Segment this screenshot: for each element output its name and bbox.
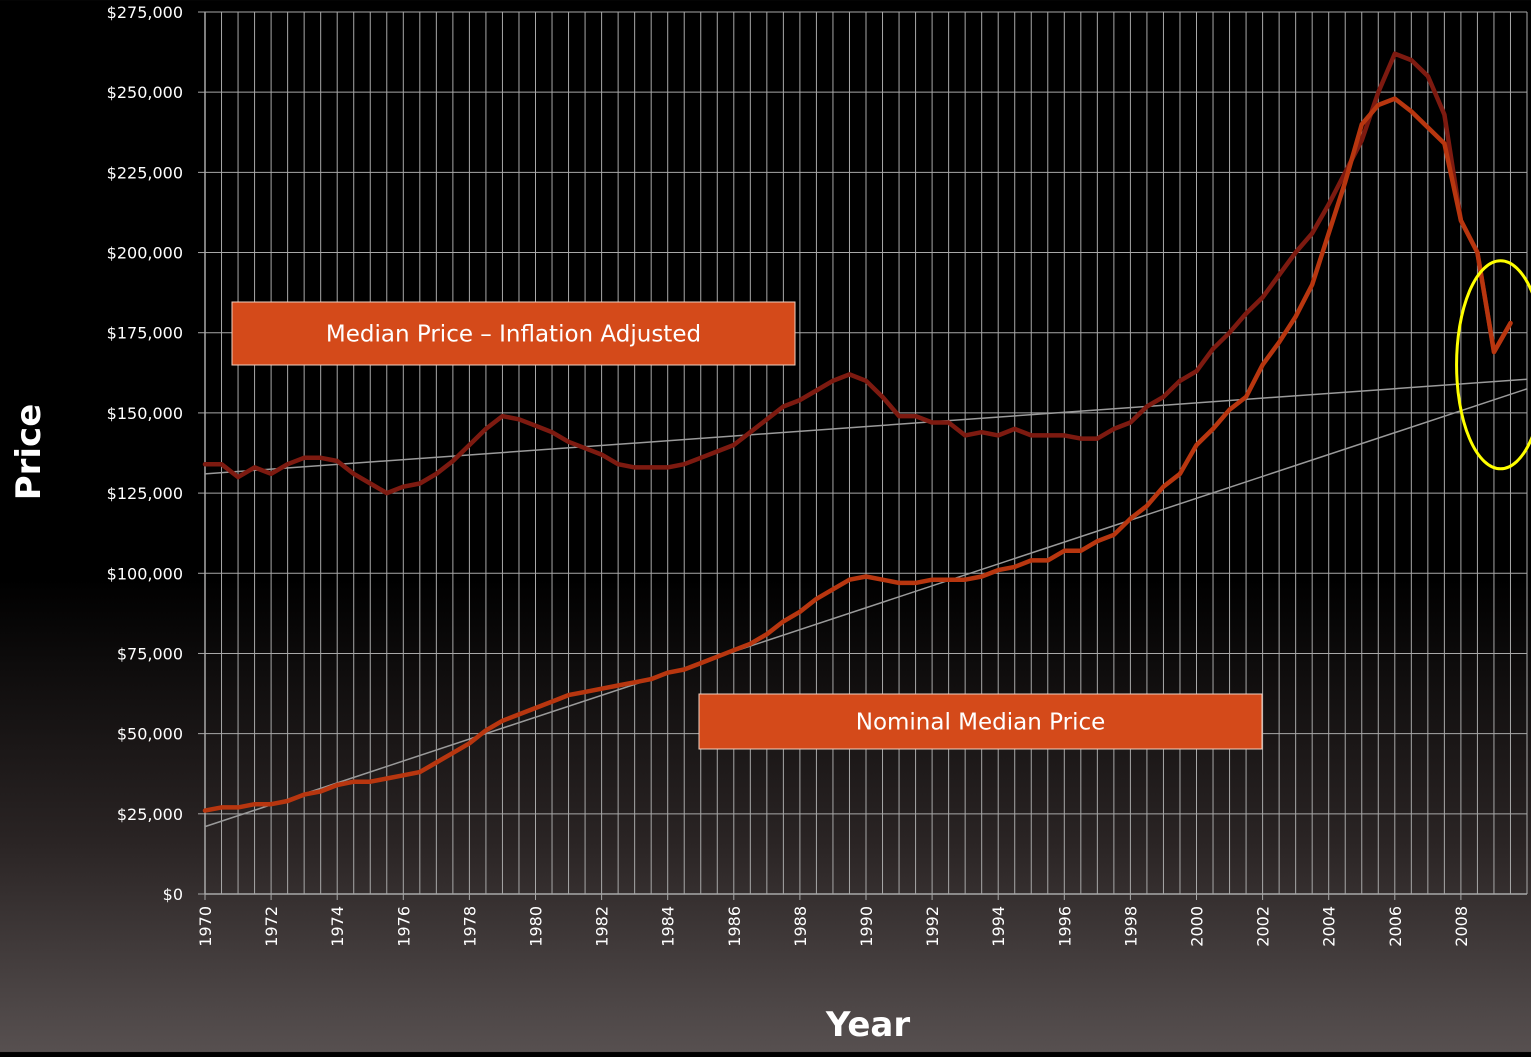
- annotations: Median Price – Inflation Adjusted Nominal…: [231, 301, 1263, 750]
- x-tick-label: 1978: [460, 906, 479, 947]
- x-tick-label: 1970: [196, 906, 215, 947]
- y-tick-label: $75,000: [117, 644, 183, 663]
- y-tick-label: $100,000: [107, 564, 183, 583]
- x-tick-label: 1992: [923, 906, 942, 947]
- trendline: [204, 388, 1528, 828]
- annotation-box: [698, 693, 1263, 750]
- x-tick-label: 1986: [725, 906, 744, 947]
- y-tick-label: $50,000: [117, 725, 183, 744]
- x-tick-label: 1988: [791, 906, 810, 947]
- highlight-circle: [1455, 259, 1531, 471]
- y-tick-label: $25,000: [117, 805, 183, 824]
- trendline: [204, 378, 1528, 475]
- data-series: [202, 51, 1513, 813]
- y-axis-title: Price: [9, 404, 49, 501]
- annotation-label: Nominal Median Price: [856, 710, 1106, 736]
- x-tick-label: 1976: [394, 906, 413, 947]
- x-tick-label: 2000: [1188, 906, 1207, 947]
- y-tick-label: $0: [163, 885, 183, 904]
- x-tick-label: 1996: [1055, 906, 1074, 947]
- y-tick-label: $250,000: [107, 83, 183, 102]
- x-tick-label: 1994: [989, 906, 1008, 947]
- y-tick-label: $275,000: [107, 3, 183, 22]
- annotation-label: Median Price – Inflation Adjusted: [326, 322, 701, 348]
- x-tick-labels: 1970 1972 1974 1976 1978 1980 1982 1984 1986 1988…: [196, 906, 1471, 947]
- trendlines: [204, 378, 1528, 828]
- x-tick-label: 1972: [262, 906, 281, 947]
- annotation-box: [231, 301, 796, 366]
- x-tick-label: 2002: [1254, 906, 1273, 947]
- axes: [198, 11, 1527, 900]
- x-tick-label: 1984: [659, 906, 678, 947]
- y-tick-label: $175,000: [107, 324, 183, 343]
- y-tick-label: $200,000: [107, 244, 183, 263]
- x-tick-label: 2004: [1320, 906, 1339, 947]
- x-tick-label: 1990: [857, 906, 876, 947]
- x-tick-label: 2006: [1386, 906, 1405, 947]
- x-tick-label: 1982: [593, 906, 612, 947]
- y-tick-label: $125,000: [107, 484, 183, 503]
- series-line: [202, 51, 1513, 496]
- y-tick-labels: $0 $25,000 $50,000 $75,000 $100,000 $125,000 $…: [107, 3, 183, 904]
- x-tick-label: 1974: [328, 906, 347, 947]
- x-tick-label: 1998: [1121, 906, 1140, 947]
- x-tick-label: 2008: [1452, 906, 1471, 947]
- series-line: [202, 96, 1513, 813]
- x-tick-label: 1980: [527, 906, 546, 947]
- y-tick-label: $225,000: [107, 163, 183, 182]
- x-axis-title: Year: [825, 1005, 911, 1045]
- highlight-ellipse: [1455, 259, 1531, 471]
- y-tick-label: $150,000: [107, 404, 183, 423]
